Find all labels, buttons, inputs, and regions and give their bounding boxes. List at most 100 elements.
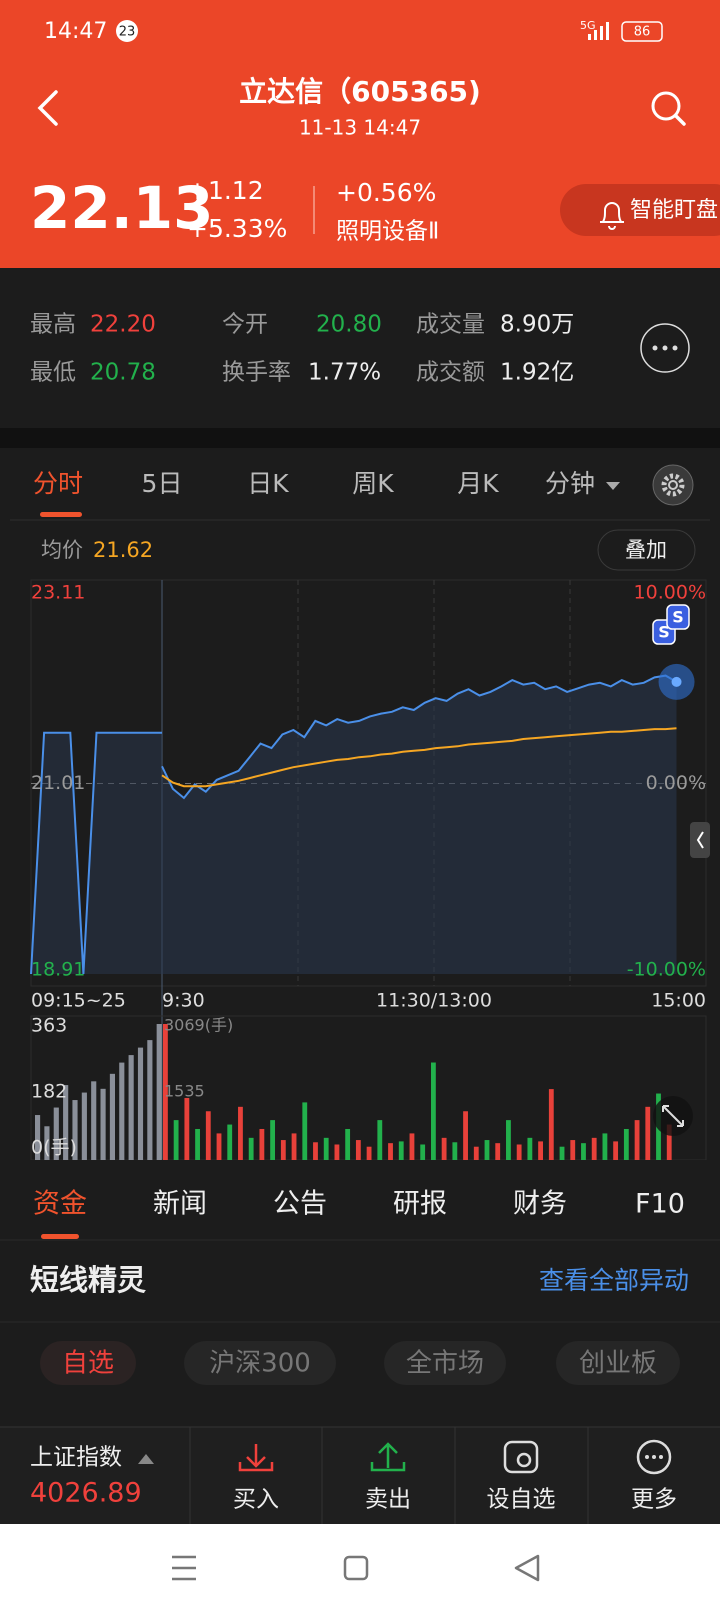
volume-bar bbox=[173, 1120, 179, 1160]
price-area bbox=[162, 675, 677, 974]
volume-bar bbox=[495, 1143, 501, 1160]
volume-bar bbox=[388, 1143, 393, 1160]
action-button[interactable]: 卖出 bbox=[365, 1487, 411, 1513]
volume-bar bbox=[366, 1146, 372, 1160]
volume-bar bbox=[398, 1141, 404, 1160]
volume-bar bbox=[570, 1140, 576, 1160]
auction-volume-bar bbox=[81, 1092, 87, 1160]
volume-bar bbox=[163, 1024, 168, 1160]
volume-bar bbox=[184, 1097, 190, 1160]
volume-bar bbox=[548, 1089, 554, 1160]
info-tab[interactable]: F10 bbox=[635, 1189, 685, 1220]
volume-bar bbox=[613, 1141, 619, 1160]
auction-volume-bar bbox=[63, 1085, 69, 1160]
filter-chip-bg[interactable] bbox=[40, 1341, 136, 1385]
nav-home[interactable] bbox=[343, 1555, 369, 1581]
volume-bar bbox=[280, 1140, 286, 1160]
settings-button[interactable] bbox=[652, 464, 694, 506]
action-bar-bg bbox=[0, 1427, 720, 1524]
filter-chip-bg[interactable] bbox=[384, 1341, 506, 1385]
y2-tick-label: 10.00% bbox=[634, 582, 706, 604]
filter-chip[interactable]: 自选 bbox=[62, 1349, 114, 1379]
nav-menu[interactable] bbox=[172, 1555, 196, 1581]
volume-bar bbox=[377, 1120, 383, 1160]
signal-marker: S bbox=[672, 608, 684, 627]
auction-volume-bar bbox=[91, 1081, 97, 1160]
chart-tab[interactable]: 月K bbox=[457, 469, 499, 498]
volume-bar bbox=[559, 1146, 565, 1160]
back-button[interactable] bbox=[37, 90, 58, 126]
chart-tab[interactable]: 分钟 bbox=[545, 469, 595, 498]
signal-marker-bg[interactable] bbox=[666, 604, 690, 630]
volume-bar bbox=[238, 1106, 243, 1160]
section-title: 短线精灵 bbox=[30, 1263, 146, 1297]
y-tick-label: 182 bbox=[31, 1080, 67, 1102]
auction-volume-bar bbox=[128, 1055, 134, 1160]
filters: 自选 沪深300 全市场 创业板 bbox=[40, 1341, 680, 1385]
volume-bar bbox=[623, 1128, 629, 1160]
chart-tab[interactable]: 周K bbox=[352, 469, 394, 498]
stats-bg bbox=[0, 268, 720, 428]
filter-chip[interactable]: 创业板 bbox=[579, 1349, 657, 1379]
index-value[interactable]: 4026.89 bbox=[30, 1478, 142, 1509]
section-link[interactable]: 查看全部异动 bbox=[539, 1266, 689, 1295]
volume-bar bbox=[538, 1141, 544, 1160]
auction-volume-bar bbox=[53, 1107, 59, 1160]
nav-back[interactable] bbox=[514, 1554, 540, 1582]
x-tick-label: 11:30/13:00 bbox=[376, 990, 492, 1012]
filter-chip-bg[interactable] bbox=[556, 1341, 680, 1385]
last-price: 22.13 bbox=[30, 174, 213, 242]
price-line bbox=[161, 674, 678, 800]
last-price-dot bbox=[671, 676, 682, 687]
actions: 买入 卖出 设自选 更多 bbox=[189, 1427, 677, 1524]
stat-value: 1.77% bbox=[308, 360, 381, 386]
info-tab[interactable]: 资金 bbox=[33, 1189, 87, 1220]
volume-bar bbox=[666, 1124, 672, 1160]
auction-volume-bar bbox=[44, 1126, 50, 1160]
tab-indicator bbox=[41, 1234, 79, 1239]
chart-tab[interactable]: 分时 bbox=[33, 469, 83, 498]
filter-chip-bg[interactable] bbox=[184, 1341, 336, 1385]
overlay-button[interactable]: 叠加 bbox=[625, 538, 667, 562]
info-tabs: 资金 新闻 公告 研报 财务 F10 bbox=[33, 1189, 685, 1239]
fullscreen-button[interactable] bbox=[653, 1096, 693, 1136]
index-name[interactable]: 上证指数 bbox=[30, 1445, 122, 1471]
info-tab[interactable]: 研报 bbox=[393, 1189, 447, 1220]
info-tab[interactable]: 新闻 bbox=[153, 1189, 207, 1220]
auction-volume-bar bbox=[109, 1073, 116, 1160]
action-button[interactable]: 设自选 bbox=[487, 1487, 556, 1513]
filter-chip[interactable]: 沪深300 bbox=[209, 1349, 311, 1379]
search-button[interactable] bbox=[651, 91, 686, 126]
overlay-button-bg[interactable] bbox=[597, 529, 696, 571]
info-tab[interactable]: 公告 bbox=[273, 1189, 327, 1220]
chart-tab[interactable]: 日K bbox=[247, 469, 289, 498]
chart-tab[interactable]: 5日 bbox=[142, 469, 183, 498]
volume-bar bbox=[591, 1137, 597, 1160]
avg-value: 21.62 bbox=[93, 538, 153, 562]
volume-bar bbox=[484, 1140, 490, 1160]
auction-area bbox=[31, 732, 162, 974]
y-tick-label: 363 bbox=[31, 1015, 67, 1037]
stat-label: 成交额 bbox=[416, 360, 485, 386]
action-button[interactable]: 更多 bbox=[631, 1487, 677, 1513]
side-toggle[interactable] bbox=[690, 822, 710, 858]
more-button[interactable] bbox=[640, 323, 690, 373]
sector-name[interactable]: 照明设备Ⅱ bbox=[336, 219, 439, 245]
stat-value: 20.78 bbox=[90, 360, 156, 386]
volume-bar bbox=[602, 1133, 608, 1160]
signal-icon bbox=[588, 22, 609, 40]
volume-bar bbox=[195, 1128, 200, 1160]
volume-bar bbox=[323, 1137, 329, 1160]
y2-tick-label: -10.00% bbox=[627, 959, 706, 981]
watch-button[interactable]: 智能盯盘 bbox=[630, 198, 718, 223]
volume-bar bbox=[430, 1062, 436, 1160]
filter-chip[interactable]: 全市场 bbox=[406, 1349, 484, 1379]
auction-volume-bar bbox=[137, 1047, 144, 1160]
action-button[interactable]: 买入 bbox=[233, 1487, 279, 1513]
stat-value: 22.20 bbox=[90, 312, 156, 338]
auction-line bbox=[30, 731, 162, 975]
sector-change: +0.56% bbox=[336, 178, 436, 207]
info-tab[interactable]: 财务 bbox=[513, 1189, 567, 1220]
